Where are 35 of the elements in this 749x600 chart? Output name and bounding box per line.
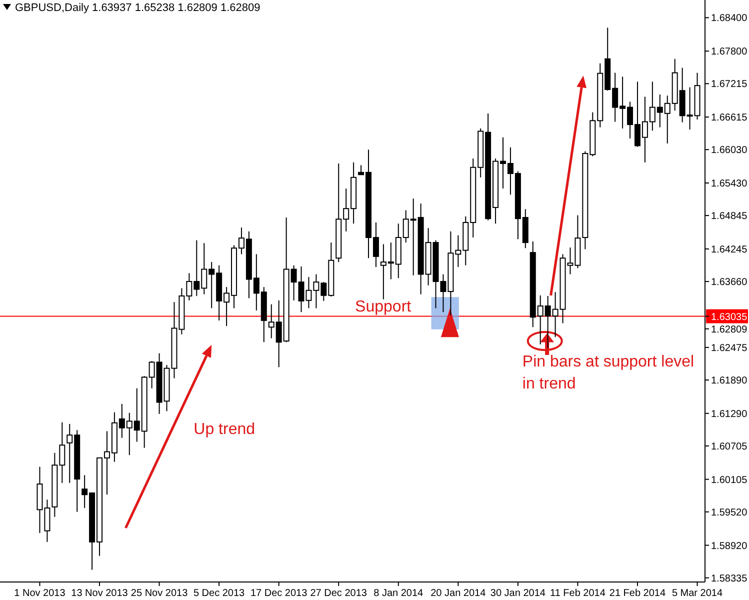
y-tick-label: 1.64245: [711, 244, 748, 256]
ref-line-label: Support: [355, 298, 412, 316]
x-tick-label: 13 Nov 2013: [71, 588, 128, 599]
chart-title: GBPUSD,Daily 1.63937 1.65238 1.62809 1.62809: [15, 2, 260, 14]
y-tick-label: 1.66030: [711, 145, 748, 156]
x-tick-label: 27 Dec 2013: [310, 588, 368, 599]
y-tick-label: 1.62475: [711, 342, 748, 354]
y-tick-label: 1.65430: [711, 178, 748, 190]
x-tick-label: 11 Feb 2014: [550, 588, 606, 599]
y-tick-label: 1.58920: [711, 540, 748, 552]
y-tick-label: 1.58335: [711, 573, 748, 584]
y-tick-label: 1.59520: [711, 507, 748, 518]
x-tick-label: 5 Mar 2014: [672, 588, 723, 599]
y-tick-label: 1.61290: [711, 408, 748, 420]
annotation: Up trend: [194, 420, 256, 438]
x-tick-label: 5 Dec 2013: [193, 588, 246, 599]
y-tick-label: 1.63035: [711, 312, 748, 323]
y-tick-label: 1.60105: [711, 474, 748, 486]
y-tick-label: 1.63660: [711, 276, 748, 288]
x-tick-label: 17 Dec 2013: [250, 588, 308, 599]
y-tick-label: 1.61890: [711, 375, 748, 386]
y-tick-label: 1.66615: [711, 112, 748, 124]
x-tick-label: 25 Nov 2013: [130, 588, 188, 599]
x-tick-label: 8 Jan 2014: [374, 588, 424, 599]
y-tick-label: 1.60705: [711, 441, 748, 452]
annotation: Pin bars at support level in trend: [522, 354, 694, 393]
x-tick-label: 20 Jan 2014: [430, 588, 486, 599]
y-tick-label: 1.67800: [711, 46, 748, 58]
x-tick-label: 21 Feb 2014: [609, 588, 666, 599]
x-tick-label: 30 Jan 2014: [490, 588, 546, 599]
y-tick-label: 1.68400: [711, 13, 748, 24]
y-tick-label: 1.67215: [711, 79, 748, 90]
y-tick-label: 1.64845: [711, 211, 748, 222]
x-tick-label: 1 Nov 2013: [14, 588, 66, 599]
y-tick-label: 1.62809: [711, 324, 748, 336]
